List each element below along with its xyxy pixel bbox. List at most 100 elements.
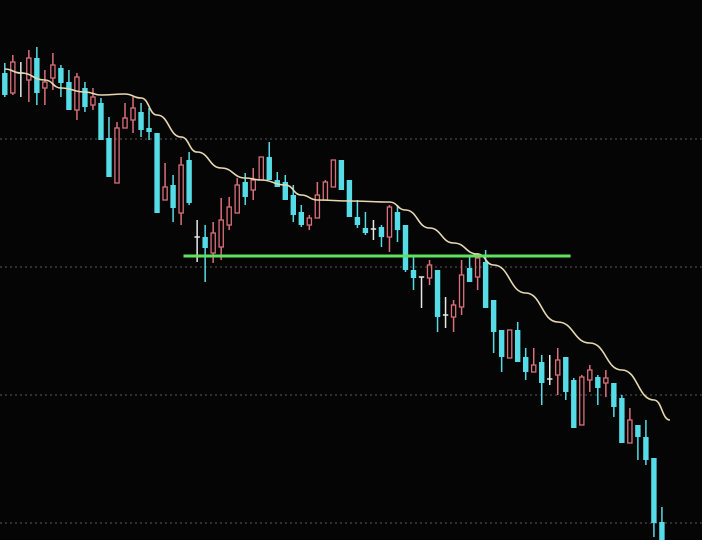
candle bbox=[194, 220, 200, 262]
candle-body bbox=[250, 179, 256, 191]
candle-body bbox=[34, 58, 40, 93]
candle bbox=[66, 70, 72, 110]
candle-body bbox=[402, 225, 409, 270]
candle-body bbox=[26, 57, 32, 81]
candle-body bbox=[490, 300, 497, 332]
candle bbox=[659, 507, 665, 540]
candle bbox=[370, 220, 377, 240]
candle bbox=[90, 88, 96, 110]
candle-body bbox=[474, 257, 481, 278]
candle-body bbox=[378, 227, 385, 237]
candle-body bbox=[282, 182, 288, 200]
candle bbox=[547, 355, 553, 385]
candle bbox=[306, 215, 313, 230]
candle bbox=[571, 378, 577, 428]
candle bbox=[10, 55, 16, 95]
candle-body bbox=[434, 270, 441, 317]
candle-body bbox=[186, 160, 192, 203]
candle-body bbox=[178, 164, 184, 214]
candle-body bbox=[258, 156, 264, 181]
candle-body bbox=[539, 362, 545, 383]
grid-lines bbox=[0, 138, 702, 524]
candle-body bbox=[202, 237, 208, 248]
candle-body bbox=[82, 88, 88, 107]
candle bbox=[587, 365, 593, 392]
candle bbox=[58, 65, 64, 97]
candle-body bbox=[162, 186, 168, 201]
candle bbox=[146, 108, 152, 140]
candle bbox=[2, 63, 8, 97]
candle-body bbox=[426, 264, 433, 279]
candle-body bbox=[138, 112, 144, 130]
candle bbox=[514, 322, 521, 362]
candle bbox=[530, 348, 537, 373]
candle bbox=[226, 197, 232, 230]
candle bbox=[506, 329, 513, 359]
candle bbox=[362, 212, 369, 235]
candle-body bbox=[242, 182, 248, 197]
candle-body bbox=[627, 419, 633, 444]
candle-body bbox=[90, 96, 96, 106]
candle bbox=[162, 163, 168, 201]
candle-body bbox=[106, 138, 112, 177]
candle bbox=[426, 260, 433, 285]
candle-body bbox=[290, 195, 297, 215]
candle bbox=[170, 175, 176, 222]
candle-body bbox=[50, 64, 56, 79]
candle bbox=[603, 370, 609, 397]
candle-body bbox=[66, 82, 72, 110]
candle-body bbox=[619, 398, 625, 443]
candle-body bbox=[555, 359, 561, 376]
candle-body bbox=[410, 270, 417, 278]
candle bbox=[643, 420, 649, 465]
candle bbox=[18, 62, 24, 97]
candle bbox=[202, 225, 208, 282]
candle bbox=[402, 225, 409, 272]
candle-body bbox=[514, 330, 521, 362]
candle bbox=[322, 180, 329, 201]
candle bbox=[138, 103, 144, 137]
candle-body bbox=[595, 377, 601, 388]
candle-body bbox=[98, 103, 104, 140]
candle bbox=[106, 117, 112, 177]
candle bbox=[619, 395, 625, 443]
candle bbox=[394, 205, 401, 242]
candle bbox=[346, 180, 353, 217]
candle-body bbox=[386, 206, 393, 238]
candle-body bbox=[10, 61, 16, 94]
candle bbox=[234, 178, 240, 214]
candle-body bbox=[306, 217, 313, 226]
candle bbox=[490, 300, 497, 353]
candle bbox=[298, 205, 305, 227]
candle bbox=[338, 160, 345, 190]
candle bbox=[595, 375, 601, 405]
candle bbox=[330, 159, 337, 188]
candle bbox=[418, 276, 425, 308]
candle-body bbox=[530, 364, 537, 373]
candle bbox=[627, 408, 633, 444]
candle-body bbox=[643, 437, 649, 460]
candle bbox=[34, 47, 40, 105]
candle bbox=[42, 70, 48, 105]
candle bbox=[354, 200, 361, 228]
candle bbox=[26, 50, 32, 102]
candle-body bbox=[266, 157, 272, 180]
candle bbox=[635, 425, 641, 460]
candle bbox=[466, 255, 473, 282]
candle bbox=[579, 375, 585, 426]
candle bbox=[386, 205, 393, 252]
candle-body bbox=[354, 217, 361, 225]
candle bbox=[378, 225, 385, 247]
candle-body bbox=[506, 329, 513, 359]
candle-body bbox=[346, 180, 353, 217]
candle bbox=[314, 182, 321, 219]
candle-body bbox=[611, 383, 617, 407]
candle bbox=[555, 348, 561, 395]
candle-body bbox=[146, 128, 152, 132]
candle-body bbox=[298, 212, 305, 225]
candle-body bbox=[154, 133, 160, 213]
candle-body bbox=[571, 380, 577, 428]
candle bbox=[266, 142, 272, 180]
candle bbox=[186, 152, 192, 205]
candle bbox=[474, 253, 481, 290]
